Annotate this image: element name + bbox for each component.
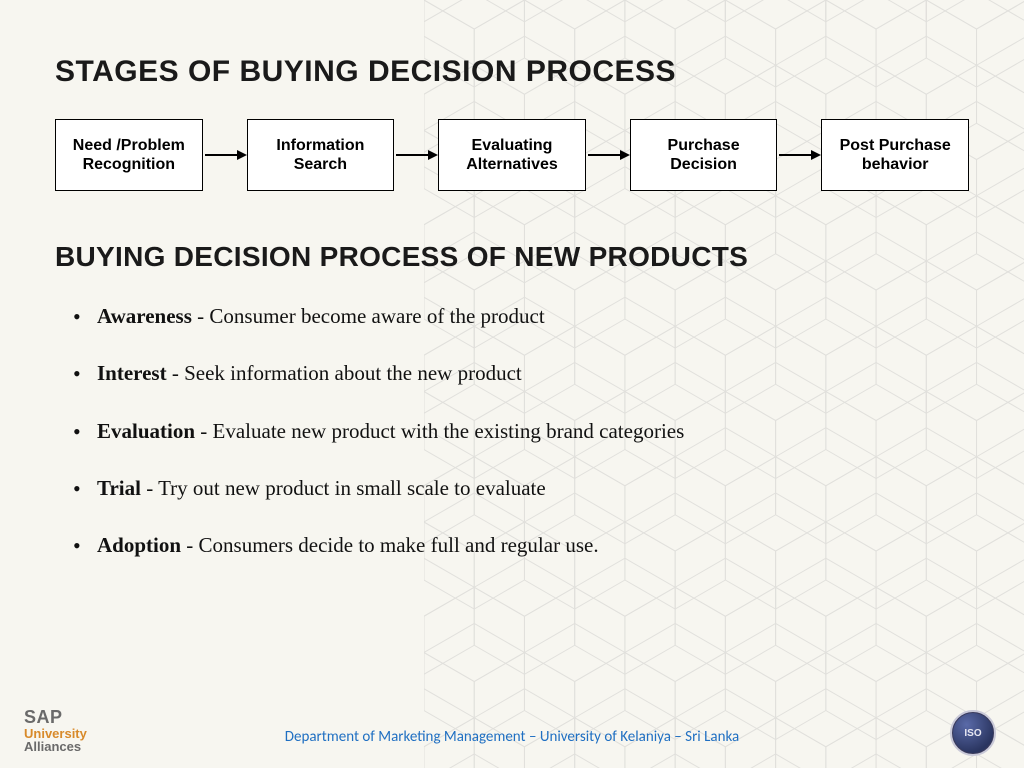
flow-box-1: Need /Problem Recognition <box>55 119 203 191</box>
bullet-desc: - Try out new product in small scale to … <box>141 476 546 500</box>
bullet-term: Adoption <box>97 533 181 557</box>
bullet-desc: - Evaluate new product with the existing… <box>195 419 684 443</box>
heading-new-products: BUYING DECISION PROCESS OF NEW PRODUCTS <box>55 241 969 273</box>
flow-box-4: Purchase Decision <box>630 119 778 191</box>
bullet-term: Trial <box>97 476 141 500</box>
bullet-term: Interest <box>97 361 167 385</box>
bullet-desc: - Consumer become aware of the product <box>192 304 545 328</box>
bullet-desc: - Consumers decide to make full and regu… <box>181 533 599 557</box>
flow-box-3: Evaluating Alternatives <box>438 119 586 191</box>
department-text: Department of Marketing Management – Uni… <box>0 728 1024 746</box>
arrow-icon <box>777 147 821 163</box>
bullet-item: Trial - Try out new product in small sca… <box>97 475 969 502</box>
arrow-icon <box>394 147 438 163</box>
bullet-term: Awareness <box>97 304 192 328</box>
bullet-term: Evaluation <box>97 419 195 443</box>
flow-box-5: Post Purchase behavior <box>821 119 969 191</box>
arrow-icon <box>586 147 630 163</box>
bullet-item: Evaluation - Evaluate new product with t… <box>97 418 969 445</box>
heading-stages: STAGES OF BUYING DECISION PROCESS <box>55 55 969 89</box>
arrow-icon <box>203 147 247 163</box>
iso-badge: ISO <box>950 710 996 756</box>
bullet-item: Awareness - Consumer become aware of the… <box>97 303 969 330</box>
sap-logo-line1: SAP <box>24 708 87 727</box>
bullet-item: Interest - Seek information about the ne… <box>97 360 969 387</box>
process-flow: Need /Problem Recognition Information Sea… <box>55 119 969 191</box>
footer: SAP University Alliances Department of M… <box>0 704 1024 768</box>
bullet-item: Adoption - Consumers decide to make full… <box>97 532 969 559</box>
bullet-list: Awareness - Consumer become aware of the… <box>55 303 969 559</box>
bullet-desc: - Seek information about the new product <box>167 361 522 385</box>
flow-box-2: Information Search <box>247 119 395 191</box>
